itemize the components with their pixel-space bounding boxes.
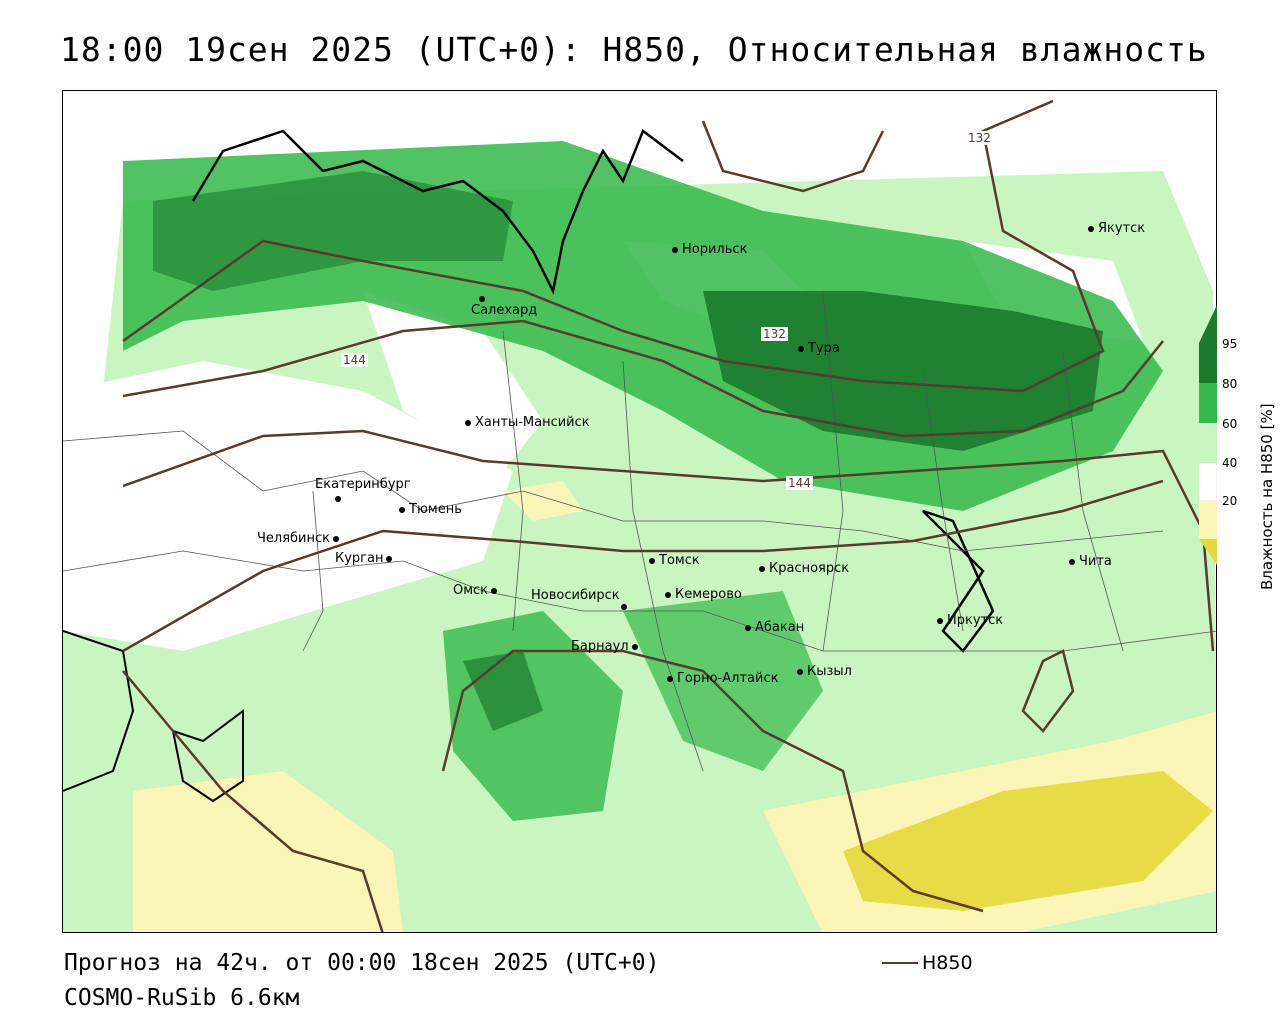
map-canvas: [63, 91, 1216, 932]
city-dot-icon: [631, 643, 638, 650]
city-dot-icon: [335, 495, 341, 502]
city-dot-icon: [1088, 225, 1094, 232]
city-kurgan: Курган: [335, 551, 396, 566]
city-omsk: Омск: [453, 583, 501, 598]
city-dot-icon: [1069, 558, 1075, 565]
city-salekhard: [479, 291, 489, 306]
colorbar-title: Влажность на H850 [%]: [1258, 403, 1276, 590]
city-tyumen: Тюмень: [399, 502, 462, 517]
city-chita: Чита: [1069, 554, 1112, 569]
city-yekaterinburg: [335, 491, 345, 506]
city-novosibirsk-dot: [621, 599, 631, 614]
map-area[interactable]: 132 132 144 144 Якутск Норильск Салехард…: [62, 90, 1217, 933]
city-dot-icon: [665, 591, 671, 598]
city-dot-icon: [797, 668, 803, 675]
city-dot-icon: [667, 675, 673, 682]
city-novosibirsk: Новосибирск: [531, 588, 620, 603]
city-dot-icon: [399, 506, 405, 513]
colorbar-arrow-icon: [1199, 305, 1217, 343]
colorbar-tick: 40: [1222, 456, 1238, 470]
city-chelyabinsk: Челябинск: [257, 531, 343, 546]
city-tura: Тура: [798, 341, 840, 356]
city-dot-icon: [649, 557, 655, 564]
contour-label: 144: [786, 476, 813, 490]
city-norilsk: Норильск: [672, 242, 747, 257]
city-dot-icon: [937, 617, 943, 624]
map-title: 18:00 19сен 2025 (UTC+0): H850, Относите…: [60, 30, 1208, 69]
city-kyzyl: Кызыл: [797, 664, 852, 679]
city-abakan: Абакан: [745, 620, 804, 635]
city-dot-icon: [491, 587, 498, 594]
colorbar-tick: 60: [1222, 417, 1238, 431]
city-dot-icon: [672, 246, 678, 253]
city-dot-icon: [745, 624, 751, 631]
contour-label: 144: [341, 353, 368, 367]
city-tomsk: Томск: [649, 553, 700, 568]
city-dot-icon: [333, 535, 340, 542]
city-dot-icon: [386, 555, 393, 562]
city-gorno-altaysk: Горно-Алтайск: [667, 671, 778, 686]
model-name: COSMO-RuSib 6.6км: [64, 985, 300, 1011]
contour-label: 132: [761, 327, 788, 341]
legend-label: H850: [922, 952, 973, 974]
city-dot-icon: [479, 295, 485, 302]
contour-label: 132: [966, 131, 993, 145]
colorbar-tick: 20: [1222, 494, 1238, 508]
city-dot-icon: [465, 419, 471, 426]
city-yakutsk: Якутск: [1088, 221, 1145, 236]
colorbar-tick: 80: [1222, 377, 1238, 391]
city-yekaterinburg-label: Екатеринбург: [315, 477, 411, 492]
city-dot-icon: [621, 603, 627, 610]
city-irkutsk: Иркутск: [937, 613, 1003, 628]
colorbar: [1199, 305, 1217, 565]
colorbar-tick: 95: [1222, 337, 1238, 351]
forecast-info: Прогноз на 42ч. от 00:00 18сен 2025 (UTC…: [64, 950, 660, 976]
city-salekhard-label: Салехард: [471, 303, 538, 318]
city-krasnoyarsk: Красноярск: [759, 561, 849, 576]
city-kemerovo: Кемерово: [665, 587, 742, 602]
city-dot-icon: [798, 345, 804, 352]
city-dot-icon: [759, 565, 765, 572]
legend-line-icon: [882, 962, 918, 964]
city-barnaul: Барнаул: [571, 639, 642, 654]
city-khanty-mansiysk: Ханты-Мансийск: [465, 415, 590, 430]
